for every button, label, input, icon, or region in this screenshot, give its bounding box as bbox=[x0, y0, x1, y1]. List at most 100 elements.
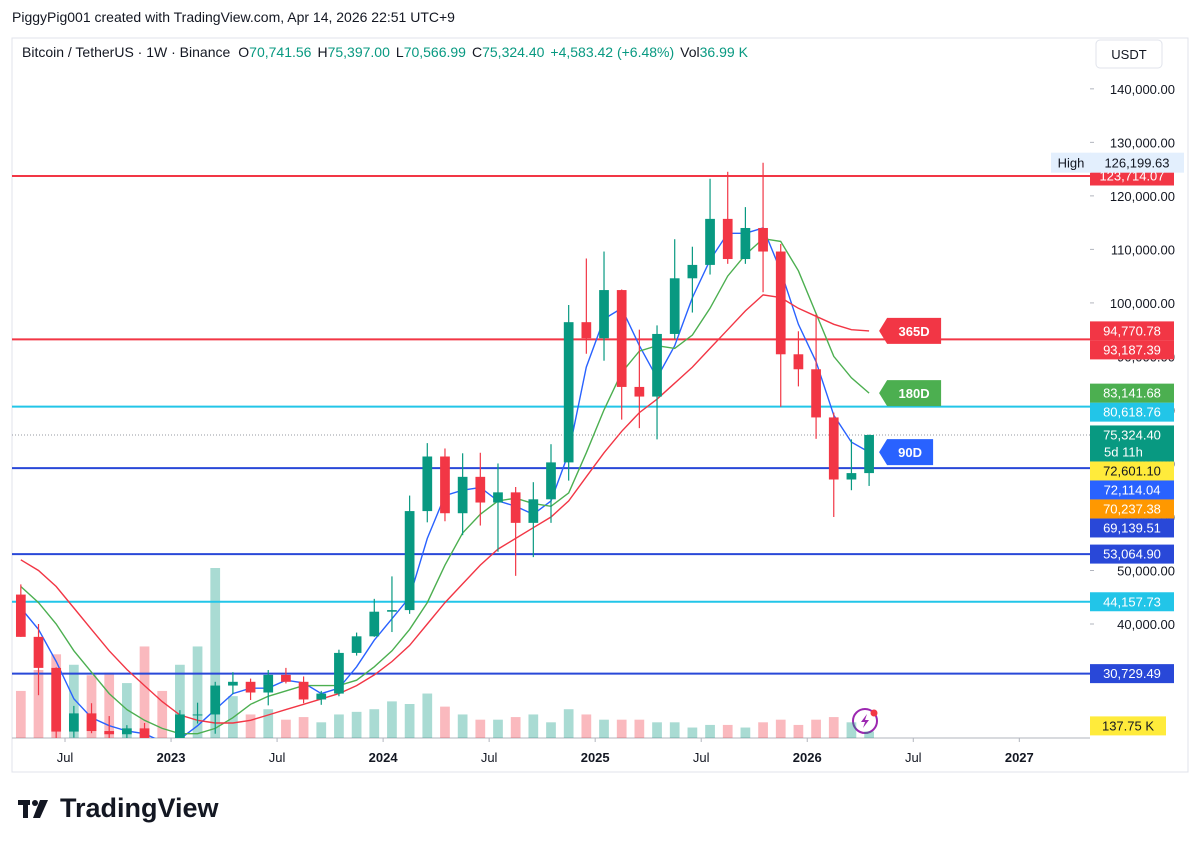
volume-bar bbox=[298, 717, 309, 738]
x-tick-label: Jul bbox=[269, 750, 286, 765]
volume-bar bbox=[33, 670, 44, 738]
level-price-label: 94,770.78 bbox=[1103, 323, 1161, 338]
currency: USDT bbox=[1111, 47, 1146, 62]
header: PiggyPig001 created with TradingView.com… bbox=[12, 9, 455, 25]
ma-tag: 180D bbox=[879, 380, 942, 407]
high-marker-bg bbox=[1051, 152, 1091, 173]
hline-price-label: 30,729.49 bbox=[1103, 666, 1161, 681]
candle-body bbox=[563, 322, 574, 463]
legend: Bitcoin / TetherUS · 1W · Binance O70,741… bbox=[22, 44, 754, 60]
volume-bar bbox=[192, 646, 203, 738]
candle-body bbox=[616, 290, 627, 387]
volume-bar bbox=[440, 706, 450, 738]
candle-body bbox=[740, 227, 751, 260]
ma-line bbox=[20, 294, 870, 724]
y-tick-label: 40,000.00 bbox=[1117, 617, 1175, 632]
candle-body bbox=[139, 728, 150, 738]
hline-price-label-bg bbox=[1090, 592, 1174, 612]
candle-body bbox=[245, 681, 256, 693]
candle-body bbox=[634, 386, 645, 397]
volume-bar bbox=[334, 714, 344, 738]
ma-tag-label: 365D bbox=[899, 324, 930, 339]
legend-value: 36.99 K bbox=[699, 44, 748, 60]
candle-body bbox=[652, 333, 662, 397]
candle-body bbox=[705, 218, 715, 265]
candle-body bbox=[228, 681, 238, 686]
candle-body bbox=[775, 251, 786, 355]
volume-bar bbox=[475, 719, 486, 738]
countdown: 5d 11h bbox=[1104, 444, 1143, 459]
candle-body bbox=[316, 693, 327, 700]
brand-logo bbox=[18, 800, 48, 818]
legend-key: H bbox=[317, 44, 328, 60]
volume-bar bbox=[351, 711, 362, 738]
legend-value: 75,397.00 bbox=[327, 44, 390, 60]
candle-body bbox=[281, 674, 291, 682]
volume-bar bbox=[563, 709, 574, 738]
volume-bar bbox=[669, 722, 680, 738]
candle-body bbox=[334, 652, 344, 694]
candle-body bbox=[263, 674, 274, 693]
candle-body bbox=[581, 322, 592, 339]
legend-key: L bbox=[395, 44, 404, 60]
hline-price-label: 80,618.76 bbox=[1103, 405, 1161, 420]
candle-body bbox=[475, 476, 486, 503]
x-tick-label: 2025 bbox=[581, 750, 610, 765]
candle-body bbox=[33, 636, 44, 668]
y-tick-label: 130,000.00 bbox=[1110, 135, 1175, 150]
candle-body bbox=[528, 499, 539, 523]
candle-body bbox=[422, 456, 433, 512]
level-price-label: 83,141.68 bbox=[1103, 386, 1161, 401]
candle-body bbox=[175, 714, 185, 738]
candle-body bbox=[351, 636, 362, 653]
candle-body bbox=[192, 714, 203, 716]
legend-value: 70,741.56 bbox=[249, 44, 312, 60]
last-price-label: 75,324.40 bbox=[1103, 427, 1161, 442]
candle-body bbox=[687, 264, 698, 279]
high-marker-value: 126,199.63 bbox=[1104, 156, 1169, 171]
ma-tag-label: 180D bbox=[899, 386, 930, 401]
hline-price-label: 53,064.90 bbox=[1103, 547, 1161, 562]
volume-bar bbox=[387, 701, 397, 738]
candle-body bbox=[493, 492, 503, 503]
volume-bar bbox=[157, 690, 168, 738]
candle-body bbox=[599, 290, 609, 339]
candle-body bbox=[404, 511, 415, 611]
last-price-label-bg bbox=[1090, 425, 1174, 462]
volume-bar bbox=[634, 719, 645, 738]
volume-bar bbox=[316, 722, 327, 738]
hline-price-label-bg bbox=[1090, 664, 1174, 684]
x-tick-label: 2023 bbox=[157, 750, 186, 765]
volume-bar bbox=[616, 719, 627, 738]
volume-bar bbox=[175, 664, 185, 738]
candle-body bbox=[104, 731, 115, 735]
volume-bar bbox=[493, 719, 503, 738]
candle-body bbox=[440, 456, 450, 514]
volume-bar bbox=[15, 690, 26, 738]
hline-price-label-bg bbox=[1090, 518, 1174, 538]
ma-tag-shape bbox=[879, 439, 934, 466]
ma-tag: 90D bbox=[879, 439, 934, 466]
volume-bar bbox=[210, 568, 221, 738]
level-price-label: 72,114.04 bbox=[1104, 482, 1161, 497]
y-tick-label: 140,000.00 bbox=[1110, 82, 1175, 97]
x-tick-label: Jul bbox=[905, 750, 922, 765]
legend-key: O bbox=[238, 44, 250, 60]
volume-bar bbox=[122, 683, 132, 738]
volume-bar bbox=[281, 719, 291, 738]
alert-icon[interactable] bbox=[852, 708, 878, 734]
volume-bar bbox=[775, 719, 786, 738]
candle-body bbox=[51, 667, 62, 732]
currency-box[interactable] bbox=[1095, 39, 1163, 69]
candle-body bbox=[298, 681, 309, 700]
volume-label: 137.75 K bbox=[1102, 718, 1154, 733]
y-tick-label: 110,000.00 bbox=[1111, 242, 1175, 257]
candle-body bbox=[864, 434, 874, 474]
level-price-label-bg bbox=[1090, 499, 1174, 519]
hline-price-label: 69,139.51 bbox=[1103, 520, 1161, 535]
volume-bar bbox=[722, 724, 733, 738]
volume-bar bbox=[793, 724, 804, 738]
level-price-label-bg bbox=[1090, 321, 1174, 341]
volume-label-bg bbox=[1090, 716, 1166, 736]
